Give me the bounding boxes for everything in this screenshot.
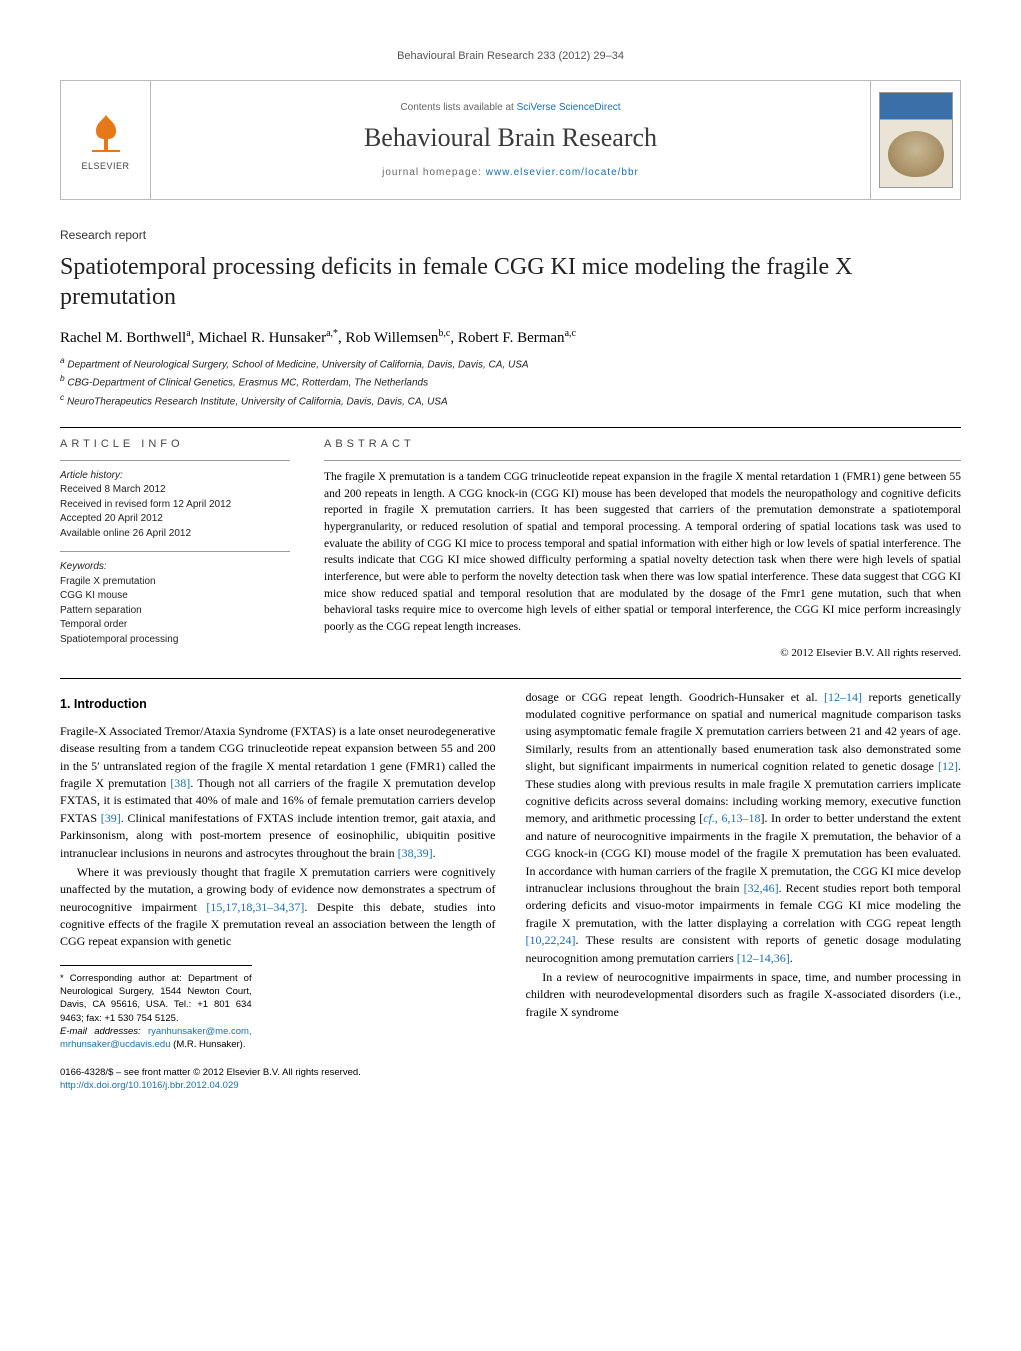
body-rule — [60, 678, 961, 679]
affiliation-line: a Department of Neurological Surgery, Sc… — [60, 355, 961, 372]
author-list: Rachel M. Borthwella, Michael R. Hunsake… — [60, 328, 961, 347]
article-history-block: Article history: Received 8 March 2012Re… — [60, 469, 290, 648]
abstract-column: ABSTRACT The fragile X premutation is a … — [324, 438, 961, 662]
section-rule — [60, 427, 961, 428]
history-line: Available online 26 April 2012 — [60, 527, 290, 542]
journal-banner: ELSEVIER Contents lists available at Sci… — [60, 80, 961, 200]
journal-homepage-line: journal homepage: www.elsevier.com/locat… — [382, 167, 639, 178]
homepage-prefix: journal homepage: — [382, 167, 486, 178]
keyword-line: Fragile X premutation — [60, 575, 290, 590]
abstract-body: The fragile X premutation is a tandem CG… — [324, 469, 961, 636]
section-heading-intro: 1. Introduction — [60, 695, 496, 713]
email-line: E-mail addresses: ryanhunsaker@me.com, m… — [60, 1025, 252, 1052]
history-line: Received in revised form 12 April 2012 — [60, 498, 290, 513]
journal-homepage-link[interactable]: www.elsevier.com/locate/bbr — [486, 167, 639, 178]
article-title: Spatiotemporal processing deficits in fe… — [60, 252, 961, 312]
paragraph: dosage or CGG repeat length. Goodrich-Hu… — [526, 689, 962, 967]
paper-page: Behavioural Brain Research 233 (2012) 29… — [0, 0, 1021, 1132]
document-type: Research report — [60, 228, 961, 242]
banner-center: Contents lists available at SciVerse Sci… — [151, 81, 870, 199]
availability-prefix: Contents lists available at — [400, 102, 516, 113]
front-matter-line: 0166-4328/$ – see front matter © 2012 El… — [60, 1066, 961, 1079]
abstract-rule — [324, 460, 961, 461]
keyword-line: Pattern separation — [60, 604, 290, 619]
email-label: E-mail addresses: — [60, 1026, 148, 1037]
footnote-block: * Corresponding author at: Department of… — [60, 965, 252, 1052]
paragraph: Where it was previously thought that fra… — [60, 864, 496, 951]
info-abstract-row: ARTICLE INFO Article history: Received 8… — [60, 438, 961, 662]
paragraph: In a review of neurocognitive impairment… — [526, 969, 962, 1021]
keyword-line: Spatiotemporal processing — [60, 633, 290, 648]
journal-name: Behavioural Brain Research — [364, 123, 657, 153]
article-info-heading: ARTICLE INFO — [60, 438, 290, 450]
history-line: Received 8 March 2012 — [60, 483, 290, 498]
front-matter-footer: 0166-4328/$ – see front matter © 2012 El… — [60, 1066, 961, 1093]
history-line: Accepted 20 April 2012 — [60, 512, 290, 527]
abstract-text: The fragile X premutation is a tandem CG… — [324, 469, 961, 662]
body-two-columns: 1. Introduction Fragile-X Associated Tre… — [60, 689, 961, 1052]
paragraph: Fragile-X Associated Tremor/Ataxia Syndr… — [60, 723, 496, 862]
affiliation-line: b CBG-Department of Clinical Genetics, E… — [60, 373, 961, 390]
history-label: Article history: — [60, 469, 290, 484]
keyword-line: Temporal order — [60, 618, 290, 633]
affiliation-line: c NeuroTherapeutics Research Institute, … — [60, 392, 961, 409]
elsevier-tree-icon — [82, 109, 130, 157]
keywords-label: Keywords: — [60, 560, 290, 575]
abstract-heading: ABSTRACT — [324, 438, 961, 450]
corresponding-author-note: * Corresponding author at: Department of… — [60, 972, 252, 1025]
availability-line: Contents lists available at SciVerse Sci… — [400, 102, 620, 113]
keyword-line: CGG KI mouse — [60, 589, 290, 604]
publisher-logo-block: ELSEVIER — [61, 81, 151, 199]
info-rule-2 — [60, 551, 290, 552]
running-head: Behavioural Brain Research 233 (2012) 29… — [60, 50, 961, 62]
publisher-name: ELSEVIER — [81, 161, 129, 171]
affiliation-list: a Department of Neurological Surgery, Sc… — [60, 355, 961, 409]
email-person: (M.R. Hunsaker). — [173, 1039, 245, 1050]
abstract-copyright: © 2012 Elsevier B.V. All rights reserved… — [324, 646, 961, 662]
info-rule — [60, 460, 290, 461]
article-info-column: ARTICLE INFO Article history: Received 8… — [60, 438, 290, 662]
doi-link[interactable]: http://dx.doi.org/10.1016/j.bbr.2012.04.… — [60, 1080, 239, 1091]
journal-cover-block — [870, 81, 960, 199]
journal-cover-thumbnail — [879, 92, 953, 188]
sciencedirect-link[interactable]: SciVerse ScienceDirect — [517, 102, 621, 113]
